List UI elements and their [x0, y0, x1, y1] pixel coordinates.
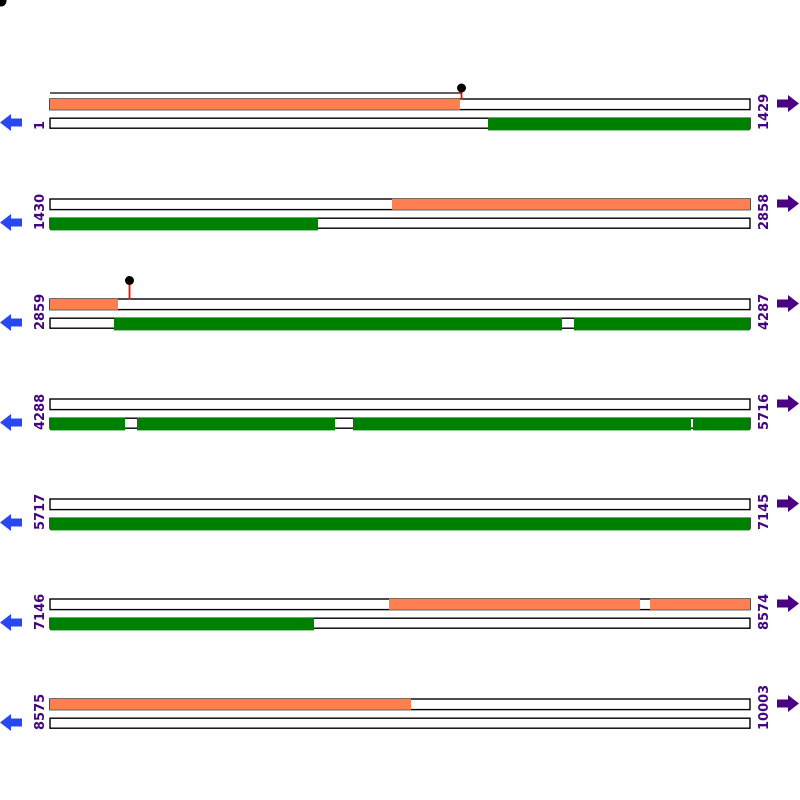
forward-strand-track	[49, 298, 751, 311]
row-start-label: 2859	[33, 294, 48, 330]
reverse-feature-bar[interactable]	[50, 417, 125, 431]
row-start-label: 5717	[33, 494, 48, 530]
reverse-feature-bar[interactable]	[50, 217, 318, 231]
scroll-right-arrow-button[interactable]	[777, 195, 799, 212]
forward-feature-bar[interactable]	[650, 598, 750, 610]
forward-strand-track	[49, 498, 751, 511]
row-start-label: 4288	[33, 394, 48, 430]
lollipop-head-icon[interactable]	[457, 83, 466, 93]
forward-strand-track	[49, 398, 751, 411]
reverse-feature-bar[interactable]	[488, 117, 750, 131]
reverse-feature-bar[interactable]	[574, 317, 750, 331]
scroll-right-arrow-button[interactable]	[777, 595, 799, 612]
reverse-feature-bar[interactable]	[50, 517, 750, 531]
row-end-label: 2858	[757, 194, 772, 230]
scroll-right-arrow-button[interactable]	[777, 495, 799, 512]
scroll-left-arrow-button[interactable]	[0, 114, 22, 131]
forward-feature-bar[interactable]	[50, 698, 411, 710]
reverse-feature-bar[interactable]	[353, 417, 691, 431]
reverse-feature-bar[interactable]	[114, 317, 562, 331]
row-start-label: 7146	[33, 594, 48, 630]
forward-feature-bar[interactable]	[389, 598, 640, 610]
scroll-left-arrow-button[interactable]	[0, 314, 22, 331]
row-end-label: 7145	[757, 494, 772, 530]
reverse-feature-bar[interactable]	[137, 417, 335, 431]
scroll-left-arrow-button[interactable]	[0, 614, 22, 631]
reverse-feature-bar[interactable]	[50, 617, 314, 631]
scroll-right-arrow-button[interactable]	[777, 695, 799, 712]
scroll-left-arrow-button[interactable]	[0, 514, 22, 531]
scroll-right-arrow-button[interactable]	[777, 395, 799, 412]
scroll-left-arrow-button[interactable]	[0, 214, 22, 231]
row-start-label: 8575	[33, 694, 48, 730]
scroll-right-arrow-button[interactable]	[777, 295, 799, 312]
row-start-label: 1430	[33, 194, 48, 230]
reverse-feature-bar[interactable]	[693, 417, 750, 431]
row-end-label: 4287	[757, 294, 772, 330]
row-end-label: 8574	[757, 594, 772, 630]
row-end-label: 5716	[757, 394, 772, 430]
scroll-left-arrow-button[interactable]	[0, 414, 22, 431]
scroll-left-arrow-button[interactable]	[0, 714, 22, 731]
forward-feature-bar[interactable]	[50, 298, 118, 310]
row-end-label: 1429	[757, 94, 772, 130]
lollipop-head-icon[interactable]	[125, 276, 134, 285]
row-start-label: 1	[33, 121, 48, 130]
corner-dot-icon	[0, 0, 7, 7]
scroll-right-arrow-button[interactable]	[777, 95, 799, 112]
forward-feature-bar[interactable]	[392, 198, 750, 210]
row-end-label: 10003	[757, 685, 772, 730]
forward-feature-bar[interactable]	[50, 98, 460, 110]
reverse-strand-track	[49, 717, 751, 729]
